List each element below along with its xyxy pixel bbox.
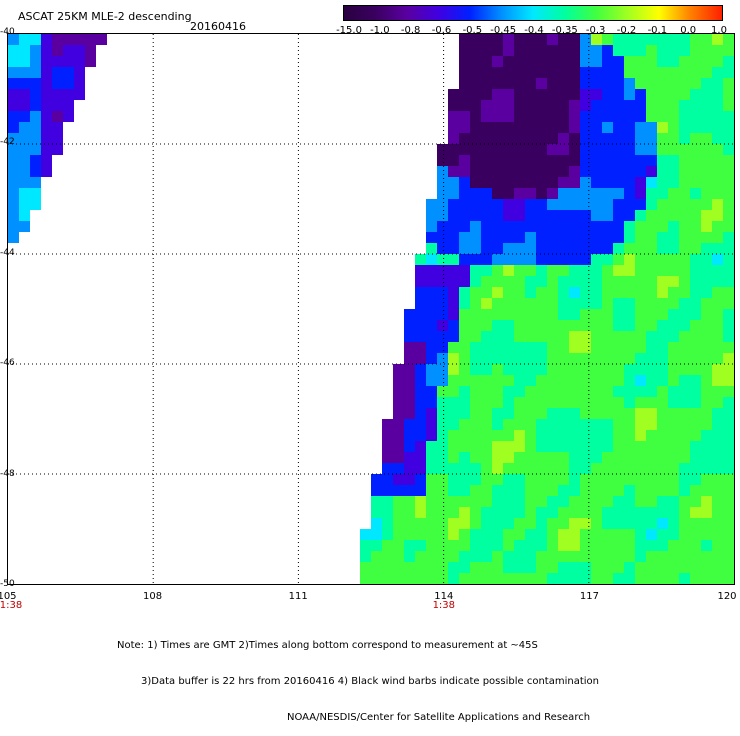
colorbar-gradient — [344, 6, 722, 20]
latitude-label: -48 — [0, 468, 15, 479]
colorbar-tick-label: 1.0 — [711, 25, 727, 36]
colorbar-tick-label: -0.1 — [647, 25, 668, 36]
time-label: 1:38 — [432, 600, 456, 611]
colorbar-tick-label: -0.35 — [551, 25, 578, 36]
note-line-3: NOAA/NESDIS/Center for Satellite Applica… — [287, 712, 591, 723]
colorbar-tick-label: -1.0 — [370, 25, 390, 36]
colorbar-tick-label: -0.6 — [431, 25, 452, 36]
longitude-label: 111 — [288, 591, 308, 602]
longitude-label: 108 — [143, 591, 163, 602]
colorbar — [343, 5, 723, 21]
colorbar-tick-label: -0.4 — [524, 25, 544, 36]
map-date: 20160416 — [190, 20, 246, 33]
footer-notes: Note: 1) Times are GMT 2)Times along bot… — [117, 616, 599, 736]
latitude-label: -44 — [0, 247, 15, 258]
colorbar-tick-label: -0.3 — [585, 25, 606, 36]
colorbar-tick-label: -0.5 — [462, 25, 483, 36]
time-label: 1:38 — [0, 600, 23, 611]
map-title: ASCAT 25KM MLE-2 descending — [18, 10, 192, 23]
swath-cells — [8, 34, 734, 584]
latitude-label: -40 — [0, 27, 15, 37]
map-plot-area — [7, 33, 735, 585]
graticule — [8, 34, 734, 584]
colorbar-tick-label: -0.8 — [400, 25, 421, 36]
longitude-label: 114 — [434, 591, 454, 602]
latitude-label: -50 — [0, 579, 15, 589]
longitude-label: 105 — [0, 591, 17, 602]
colorbar-tick-label: -0.45 — [490, 25, 517, 36]
colorbar-tick-label: 0.0 — [680, 25, 697, 36]
latitude-label: -46 — [0, 358, 15, 369]
colorbar-tick-label: -0.2 — [616, 25, 637, 36]
longitude-label: 120 — [717, 591, 737, 602]
note-line-1: Note: 1) Times are GMT 2)Times along bot… — [117, 640, 538, 651]
longitude-label: 117 — [579, 591, 599, 602]
scatterometer-map — [8, 34, 734, 584]
latitude-label: -42 — [0, 137, 15, 148]
colorbar-tick-label: -15.0 — [336, 25, 362, 36]
note-line-2: 3)Data buffer is 22 hrs from 20160416 4)… — [141, 676, 599, 687]
